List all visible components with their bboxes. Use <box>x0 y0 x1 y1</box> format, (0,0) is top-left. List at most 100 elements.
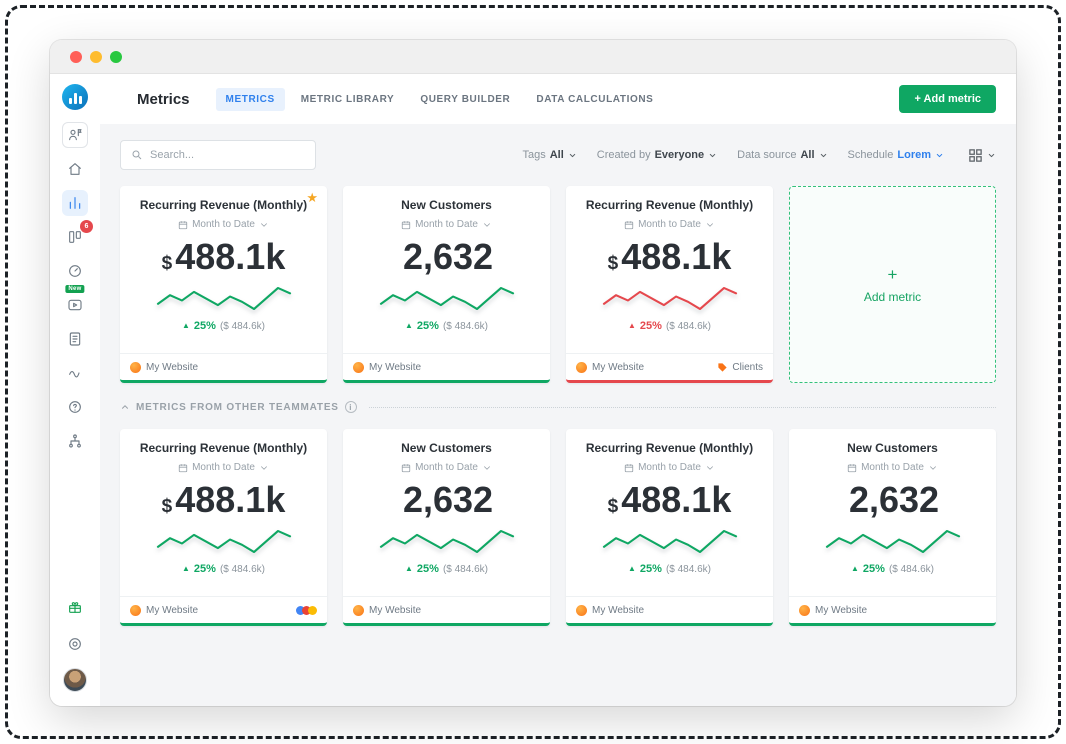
period-selector[interactable]: Month to Date <box>624 462 715 473</box>
currency-prefix: $ <box>607 253 619 274</box>
chevron-down-icon <box>483 465 490 470</box>
delta-row: ▲ 25% ($ 484.6k) <box>182 320 265 332</box>
period-selector[interactable]: Month to Date <box>401 462 492 473</box>
period-selector[interactable]: Month to Date <box>847 462 938 473</box>
source-name: My Website <box>146 361 199 373</box>
support-button[interactable] <box>62 631 88 657</box>
close-button[interactable] <box>70 50 82 63</box>
tag-chip[interactable]: Clients <box>717 362 763 373</box>
tab-metrics[interactable]: METRICS <box>215 87 285 111</box>
source-name: My Website <box>815 604 868 616</box>
filter-data-source[interactable]: Data source All <box>737 149 827 161</box>
filter-schedule[interactable]: Schedule Lorem <box>848 149 945 161</box>
metrics-grid-row2: Recurring Revenue (Monthly) Month to Dat… <box>120 429 996 626</box>
delta-note: ($ 484.6k) <box>665 320 711 332</box>
sidebar-item-reports[interactable] <box>62 326 88 352</box>
tab-query-builder[interactable]: QUERY BUILDER <box>420 93 511 105</box>
report-icon <box>69 332 81 346</box>
filter-value: Everyone <box>654 149 705 161</box>
metric-title: Recurring Revenue (Monthly) <box>585 198 754 212</box>
sidebar-item-metrics[interactable] <box>62 190 88 216</box>
databox-logo[interactable] <box>62 84 88 110</box>
sidebar-item-home[interactable] <box>62 156 88 182</box>
source-icon <box>799 604 810 616</box>
sparkline-chart <box>156 530 291 553</box>
metric-card[interactable]: ★ Recurring Revenue (Monthly) Month to D… <box>120 186 327 383</box>
rewards-button[interactable] <box>62 594 88 620</box>
integration-dot-red <box>302 605 311 615</box>
databoards-icon <box>69 231 81 243</box>
view-switcher[interactable] <box>968 148 996 163</box>
filter-value: All <box>800 149 815 161</box>
add-metric-card[interactable]: + Add metric <box>789 186 996 383</box>
search-input[interactable] <box>150 149 305 161</box>
sidebar-item-integrations[interactable] <box>62 428 88 454</box>
tag-label: Clients <box>732 361 763 373</box>
card-footer: My Website <box>566 596 773 623</box>
sparkline-chart <box>602 287 737 310</box>
filter-label: Schedule <box>847 149 894 161</box>
user-avatar[interactable] <box>63 668 87 692</box>
card-footer: My Website Clients <box>566 353 773 380</box>
period-selector[interactable]: Month to Date <box>401 219 492 230</box>
metric-title: Recurring Revenue (Monthly) <box>139 198 308 212</box>
sidebar-item-agency[interactable] <box>62 122 88 148</box>
period-label: Month to Date <box>861 462 924 473</box>
filter-label: Tags <box>522 149 546 161</box>
sparkline-chart <box>379 287 514 310</box>
metric-value: $488.1k <box>161 236 286 277</box>
zoom-button[interactable] <box>110 50 122 63</box>
delta-note: ($ 484.6k) <box>219 563 265 575</box>
period-selector[interactable]: Month to Date <box>624 219 715 230</box>
chevron-down-icon <box>706 222 713 227</box>
page-title: Metrics <box>137 90 190 108</box>
minimize-button[interactable] <box>90 50 102 63</box>
source-name: My Website <box>369 604 422 616</box>
sidebar-item-benchmarks[interactable] <box>62 360 88 386</box>
source-name: My Website <box>592 361 645 373</box>
source-icon <box>130 604 141 616</box>
metric-card[interactable]: Recurring Revenue (Monthly) Month to Dat… <box>566 186 773 383</box>
metric-card[interactable]: Recurring Revenue (Monthly) Month to Dat… <box>566 429 773 626</box>
period-selector[interactable]: Month to Date <box>178 219 269 230</box>
filter-created-by[interactable]: Created by Everyone <box>597 149 717 161</box>
tab-metric-library[interactable]: METRIC LIBRARY <box>300 93 395 105</box>
agency-icon <box>69 129 82 141</box>
section-label: METRICS FROM OTHER TEAMMATES <box>136 401 339 413</box>
search-box[interactable] <box>120 140 316 170</box>
source-icon <box>353 604 364 616</box>
metric-card[interactable]: New Customers Month to Date 2,632 ▲ <box>789 429 996 626</box>
add-metric-button[interactable]: + Add metric <box>899 85 996 113</box>
sidebar-item-videos[interactable]: New <box>62 285 88 318</box>
chevron-up-icon[interactable] <box>120 402 130 412</box>
sidebar-item-help[interactable] <box>62 394 88 420</box>
metric-card[interactable]: Recurring Revenue (Monthly) Month to Dat… <box>120 429 327 626</box>
sidebar-item-performance[interactable] <box>62 258 88 284</box>
metric-card[interactable]: New Customers Month to Date 2,632 ▲ <box>343 429 550 626</box>
source-name: My Website <box>146 604 199 616</box>
sidebar-item-databoards[interactable]: 6 <box>62 220 93 250</box>
integration-logos <box>296 605 317 615</box>
support-icon <box>69 638 81 650</box>
delta-percent: 25% <box>193 320 216 332</box>
chevron-down-icon <box>706 465 713 470</box>
favorite-star-icon[interactable]: ★ <box>306 190 318 205</box>
tab-data-calculations[interactable]: DATA CALCULATIONS <box>536 93 654 105</box>
trend-up-icon: ▲ <box>628 564 636 573</box>
gift-icon <box>69 602 81 613</box>
filter-label: Created by <box>596 149 651 161</box>
sparkline-chart <box>825 530 960 553</box>
metric-value: 2,632 <box>402 236 494 277</box>
metric-card[interactable]: New Customers Month to Date 2,632 ▲ <box>343 186 550 383</box>
period-selector[interactable]: Month to Date <box>178 462 269 473</box>
card-footer: My Website <box>343 596 550 623</box>
window-titlebar <box>50 40 1016 74</box>
plus-icon: + <box>887 264 898 284</box>
chevron-down-icon <box>483 222 490 227</box>
delta-row: ▲ 25% ($ 484.6k) <box>851 563 934 575</box>
info-icon[interactable]: i <box>344 401 357 413</box>
chevron-down-icon <box>936 153 943 157</box>
period-label: Month to Date <box>415 219 478 230</box>
filter-tags[interactable]: Tags All <box>522 149 576 161</box>
delta-percent: 25% <box>639 563 662 575</box>
